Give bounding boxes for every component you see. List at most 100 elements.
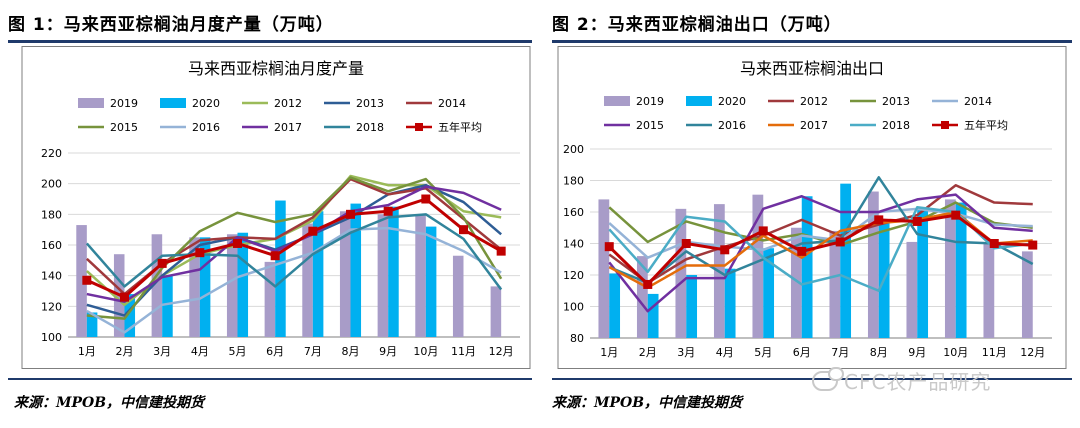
x-tick-label: 1月 xyxy=(78,345,96,358)
legend-label: 2015 xyxy=(636,119,664,132)
x-tick-label: 11月 xyxy=(982,346,1007,359)
bar-2020-2月 xyxy=(124,294,136,337)
bar-2020-2月 xyxy=(647,293,659,338)
figure-2-title: 图 2：马来西亚棕榈油出口（万吨） xyxy=(552,15,842,35)
avg-marker-12月 xyxy=(1028,240,1038,250)
bar-2020-6月 xyxy=(801,196,813,338)
x-tick-label: 10月 xyxy=(943,346,968,359)
bottom-rule-left xyxy=(8,378,532,380)
avg-marker-5月 xyxy=(758,226,768,236)
avg-marker-3月 xyxy=(681,239,691,248)
watermark: CFC农产品研究 xyxy=(812,366,991,395)
legend-label: 五年平均 xyxy=(438,120,482,134)
avg-marker-6月 xyxy=(797,246,807,256)
y-tick-label: 160 xyxy=(563,206,584,219)
series-line-2014 xyxy=(608,207,1033,259)
legend-label: 2017 xyxy=(800,119,828,132)
bar-2019-1月 xyxy=(598,199,610,338)
bar-2019-3月 xyxy=(151,234,163,337)
y-tick-label: 140 xyxy=(563,238,584,251)
top-rule-right xyxy=(552,40,1072,43)
bar-2019-8月 xyxy=(867,191,879,338)
avg-marker-2月 xyxy=(120,292,129,302)
legend-swatch xyxy=(160,98,186,108)
legend-label: 2012 xyxy=(800,95,828,108)
legend-label: 2019 xyxy=(110,97,138,110)
x-tick-label: 8月 xyxy=(342,345,360,358)
x-tick-label: 2月 xyxy=(639,346,657,359)
x-tick-label: 9月 xyxy=(908,346,926,359)
y-tick-label: 120 xyxy=(41,300,62,313)
x-tick-label: 3月 xyxy=(677,346,695,359)
bar-2020-3月 xyxy=(162,275,173,337)
series-line-2015 xyxy=(608,193,1033,313)
avg-marker-4月 xyxy=(720,245,730,255)
avg-marker-11月 xyxy=(459,225,468,235)
avg-marker-7月 xyxy=(308,226,318,236)
series-line-五年平均 xyxy=(608,213,1033,286)
legend-label: 2014 xyxy=(964,95,992,108)
avg-marker-8月 xyxy=(346,209,355,219)
avg-marker-7月 xyxy=(835,237,845,247)
bar-2020-4月 xyxy=(724,268,736,338)
legend-label: 2017 xyxy=(274,121,302,134)
bar-2020-10月 xyxy=(425,226,437,337)
legend-swatch xyxy=(604,96,630,106)
avg-marker-8月 xyxy=(874,215,884,225)
bar-2019-12月 xyxy=(490,286,502,337)
bar-2020-1月 xyxy=(86,312,98,337)
bar-2020-10月 xyxy=(955,202,967,338)
y-tick-label: 120 xyxy=(563,269,584,282)
bar-2019-12月 xyxy=(1021,251,1033,338)
bar-2019-7月 xyxy=(302,223,313,337)
y-tick-label: 200 xyxy=(563,143,584,156)
series-line-2012 xyxy=(608,183,1033,285)
x-tick-label: 6月 xyxy=(266,345,284,358)
legend-label: 2020 xyxy=(192,97,220,110)
bar-2020-7月 xyxy=(840,183,852,338)
bar-2019-10月 xyxy=(415,214,426,337)
x-tick-label: 7月 xyxy=(304,345,322,358)
x-tick-label: 6月 xyxy=(793,346,811,359)
bar-2019-2月 xyxy=(636,256,648,338)
bar-2019-10月 xyxy=(944,199,956,338)
bar-2019-6月 xyxy=(790,227,802,338)
legend-label: 2018 xyxy=(882,119,910,132)
y-tick-label: 200 xyxy=(41,178,62,191)
bar-2019-9月 xyxy=(377,214,389,337)
legend-label: 2013 xyxy=(356,97,384,110)
bar-2019-9月 xyxy=(906,241,918,338)
avg-marker-3月 xyxy=(157,258,167,268)
bar-2019-6月 xyxy=(264,261,276,337)
legend-label: 五年平均 xyxy=(964,118,1008,132)
legend-label: 2012 xyxy=(274,97,302,110)
bar-2019-11月 xyxy=(983,243,995,338)
avg-marker-5月 xyxy=(233,238,242,248)
x-tick-label: 12月 xyxy=(1020,346,1045,359)
x-tick-label: 5月 xyxy=(229,345,247,358)
bar-2020-4月 xyxy=(199,237,211,337)
legend-marker xyxy=(415,123,423,131)
x-tick-label: 4月 xyxy=(191,345,209,358)
avg-marker-9月 xyxy=(912,216,922,226)
bar-2020-9月 xyxy=(388,206,399,337)
legend-label: 2020 xyxy=(718,95,746,108)
series-line-五年平均 xyxy=(86,197,502,299)
source-note-left: 来源：MPOB，中信建投期货 xyxy=(14,395,205,411)
bar-2020-5月 xyxy=(237,232,249,337)
legend-label: 2019 xyxy=(636,95,664,108)
x-tick-label: 1月 xyxy=(600,346,618,359)
bar-2020-8月 xyxy=(350,203,362,337)
bar-2020-1月 xyxy=(609,273,621,338)
x-tick-label: 8月 xyxy=(870,346,888,359)
legend-label: 2018 xyxy=(356,121,384,134)
avg-marker-10月 xyxy=(421,194,431,204)
legend-swatch xyxy=(686,96,712,106)
x-tick-label: 11月 xyxy=(451,345,476,358)
bar-2019-8月 xyxy=(339,211,351,337)
legend-swatch xyxy=(78,98,104,108)
chart-title: 马来西亚棕榈油出口 xyxy=(740,59,884,78)
avg-marker-4月 xyxy=(195,248,205,258)
bar-2020-7月 xyxy=(312,211,324,337)
legend-marker xyxy=(941,121,949,129)
